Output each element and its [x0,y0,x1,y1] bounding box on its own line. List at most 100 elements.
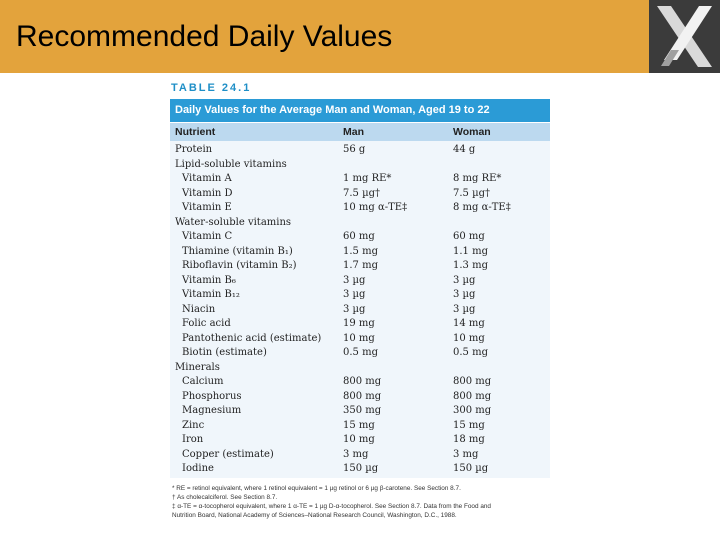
nutrient-cell: Phosphorus [182,390,242,402]
man-value-cell: 150 µg [343,463,379,474]
nutrient-cell: Biotin (estimate) [182,347,267,358]
woman-value-cell: 18 mg [453,434,485,445]
nutrient-cell: Thiamine (vitamin B₁) [182,245,293,257]
nutrient-cell: Lipid-soluble vitamins [175,158,287,170]
nutrient-cell: Minerals [175,361,220,373]
column-header-man: Man [343,126,364,138]
man-value-cell: 7.5 µg† [343,187,380,199]
table-row: Phosphorus 800 mg 800 mg [170,391,550,406]
table-row: Thiamine (vitamin B₁) 1.5 mg 1.1 mg [170,246,550,261]
man-value-cell: 3 µg [343,274,366,286]
table-footnotes: * RE = retinol equivalent, where 1 retin… [172,484,550,520]
footnote: ‡ α-TE = α-tocopherol equivalent, where … [172,503,491,510]
nutrient-cell: Vitamin D [182,187,233,199]
nutrient-cell: Niacin [182,303,216,315]
woman-value-cell: 14 mg [453,318,485,329]
nutrient-cell: Copper (estimate) [182,448,274,460]
table-row: Pantothenic acid (estimate) 10 mg 10 mg [170,333,550,348]
woman-value-cell: 0.5 mg [453,347,488,358]
nutrient-cell: Folic acid [182,318,231,329]
woman-value-cell: 1.1 mg [453,245,488,257]
table-row: Biotin (estimate) 0.5 mg 0.5 mg [170,347,550,362]
nutrient-cell: Vitamin B₁₂ [182,289,240,300]
nutrient-cell: Iron [182,434,204,445]
man-value-cell: 1 mg RE* [343,173,392,184]
man-value-cell: 1.7 mg [343,260,378,271]
table-row: Vitamin E 10 mg α-TE‡ 8 mg α-TE‡ [170,202,550,217]
table-row: Minerals [170,362,550,377]
woman-value-cell: 8 mg RE* [453,173,502,184]
table-caption-bar: Daily Values for the Average Man and Wom… [170,99,550,122]
nutrient-cell: Vitamin A [182,173,232,184]
table-row: Vitamin A 1 mg RE* 8 mg RE* [170,173,550,188]
man-value-cell: 10 mg α-TE‡ [343,202,408,213]
woman-value-cell: 1.3 mg [453,260,488,271]
footnote: Nutrition Board, National Academy of Sci… [172,512,457,519]
footnote: † As cholecalciferol. See Section 8.7. [172,494,278,501]
nutrient-cell: Calcium [182,376,224,387]
table-row: Vitamin D 7.5 µg† 7.5 µg† [170,188,550,203]
table-row: Niacin 3 µg 3 µg [170,304,550,319]
table-row: Vitamin B₁₂ 3 µg 3 µg [170,289,550,304]
table-row: Vitamin C 60 mg 60 mg [170,231,550,246]
table-row: Magnesium 350 mg 300 mg [170,405,550,420]
woman-value-cell: 150 µg [453,463,489,474]
column-header-nutrient: Nutrient [175,126,216,138]
woman-value-cell: 800 mg [453,376,492,387]
man-value-cell: 3 mg [343,448,369,460]
nutrient-cell: Water-soluble vitamins [175,216,292,228]
man-value-cell: 10 mg [343,332,375,344]
man-value-cell: 0.5 mg [343,347,378,358]
woman-value-cell: 3 µg [453,289,476,300]
woman-value-cell: 3 µg [453,274,476,286]
woman-value-cell: 44 g [453,144,476,155]
woman-value-cell: 60 mg [453,231,485,242]
woman-value-cell: 15 mg [453,419,485,431]
table-row: Vitamin B₆ 3 µg 3 µg [170,275,550,290]
nutrient-cell: Protein [175,144,213,155]
man-value-cell: 19 mg [343,318,375,329]
woman-value-cell: 10 mg [453,332,485,344]
nutrient-cell: Vitamin B₆ [182,274,236,286]
table-row: Iodine 150 µg 150 µg [170,463,550,478]
nutrient-cell: Vitamin C [182,231,233,242]
table-row: Water-soluble vitamins [170,217,550,232]
table-row: Riboflavin (vitamin B₂) 1.7 mg 1.3 mg [170,260,550,275]
man-value-cell: 10 mg [343,434,375,445]
table-row: Zinc 15 mg 15 mg [170,420,550,435]
man-value-cell: 800 mg [343,376,382,387]
woman-value-cell: 7.5 µg† [453,187,490,199]
table-body: Protein 56 g 44 g Lipid-soluble vitamins Vit… [170,141,550,478]
woman-value-cell: 300 mg [453,405,492,416]
table-number: TABLE 24.1 [171,82,252,94]
woman-value-cell: 3 mg [453,448,479,460]
woman-value-cell: 800 mg [453,390,492,402]
footnote: * RE = retinol equivalent, where 1 retin… [172,485,461,492]
man-value-cell: 3 µg [343,289,366,300]
man-value-cell: 15 mg [343,419,375,431]
slide-header-bar [0,0,720,73]
woman-value-cell: 8 mg α-TE‡ [453,202,511,213]
man-value-cell: 350 mg [343,405,382,416]
nutrient-cell: Zinc [182,419,205,431]
man-value-cell: 56 g [343,144,366,155]
table-row: Calcium 800 mg 800 mg [170,376,550,391]
nutrient-cell: Iodine [182,463,214,474]
table-column-header: Nutrient Man Woman [170,123,550,141]
table-row: Iron 10 mg 18 mg [170,434,550,449]
nutrient-cell: Magnesium [182,405,242,416]
nutrient-cell: Vitamin E [182,202,232,213]
woman-value-cell: 3 µg [453,303,476,315]
column-header-woman: Woman [453,126,491,138]
table-row: Lipid-soluble vitamins [170,159,550,174]
nutrient-cell: Pantothenic acid (estimate) [182,332,322,344]
x-logo-icon [649,0,720,73]
table-caption: Daily Values for the Average Man and Wom… [175,104,490,116]
man-value-cell: 3 µg [343,303,366,315]
man-value-cell: 800 mg [343,390,382,402]
nutrient-cell: Riboflavin (vitamin B₂) [182,260,297,271]
table-row: Folic acid 19 mg 14 mg [170,318,550,333]
slide-title: Recommended Daily Values [16,20,393,53]
table-row: Copper (estimate) 3 mg 3 mg [170,449,550,464]
man-value-cell: 1.5 mg [343,245,378,257]
